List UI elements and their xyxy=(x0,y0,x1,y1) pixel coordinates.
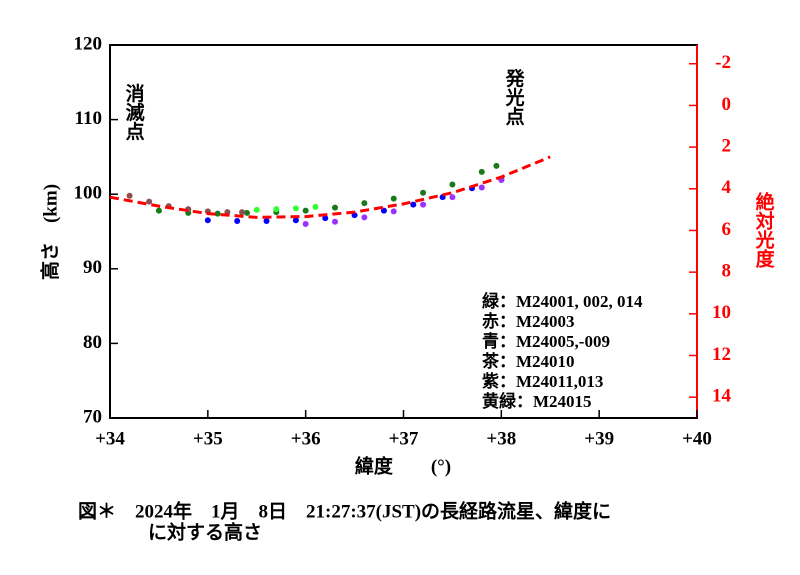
point xyxy=(146,198,153,205)
point xyxy=(420,201,427,208)
point xyxy=(390,195,397,202)
point xyxy=(361,200,368,207)
point xyxy=(302,207,309,214)
point xyxy=(239,209,246,216)
point xyxy=(292,205,299,212)
point xyxy=(263,218,270,225)
legend-entry: 青：M24005,-009 xyxy=(482,331,610,351)
y-axis-label: 高さ (km) xyxy=(38,184,61,280)
point xyxy=(253,206,260,213)
point xyxy=(302,221,309,228)
point xyxy=(214,210,221,217)
point xyxy=(410,201,417,208)
point xyxy=(449,194,456,201)
legend-entry: 黄緑：M24015 xyxy=(482,391,592,411)
point xyxy=(204,217,211,224)
y-tick-label: 120 xyxy=(74,33,103,54)
point xyxy=(312,203,319,210)
caption: 図＊ 2024年 1月 8日 21:27:37(JST)の長経路流星、緯度に xyxy=(78,499,611,522)
y-tick-label: 80 xyxy=(83,332,102,353)
y-tick-label: 100 xyxy=(74,183,103,204)
annotation: 発光点 xyxy=(503,67,526,126)
x-tick-label: +40 xyxy=(682,428,712,449)
x-tick-label: +38 xyxy=(486,428,516,449)
y2-tick-label: 12 xyxy=(712,344,731,365)
point xyxy=(493,162,500,169)
point xyxy=(361,214,368,221)
x-tick-label: +36 xyxy=(291,428,321,449)
point xyxy=(243,209,250,216)
x-tick-label: +39 xyxy=(584,428,614,449)
y2-tick-label: -2 xyxy=(715,52,731,73)
x-tick-label: +34 xyxy=(95,428,125,449)
point xyxy=(292,217,299,224)
point xyxy=(322,215,329,222)
point xyxy=(390,208,397,215)
point xyxy=(420,189,427,196)
plot-frame xyxy=(109,44,698,419)
y2-tick-label: 6 xyxy=(722,219,732,240)
y2-tick-label: 0 xyxy=(722,94,732,115)
legend-entry: 赤：M24003 xyxy=(482,311,575,331)
legend-entry: 茶：M24010 xyxy=(482,351,575,371)
x-axis-label: 緯度 (°) xyxy=(355,454,451,477)
dashed-line xyxy=(109,155,551,219)
y2-tick-label: 10 xyxy=(712,302,731,323)
legend-entry: 紫：M24011,013 xyxy=(482,371,603,391)
legend-entry: 緑：M24001, 002, 014 xyxy=(482,291,643,311)
y-tick-label: 70 xyxy=(83,406,102,427)
point xyxy=(380,207,387,214)
y2-tick-label: 2 xyxy=(722,135,732,156)
y2-tick-label: 4 xyxy=(722,177,732,198)
x-tick-label: +35 xyxy=(193,428,223,449)
y2-axis-label: 絶対光度 xyxy=(753,191,776,269)
annotation: 消滅点 xyxy=(123,82,145,141)
point xyxy=(478,168,485,175)
point xyxy=(478,184,485,191)
point xyxy=(126,192,133,199)
point xyxy=(273,206,280,213)
x-tick-label: +37 xyxy=(389,428,419,449)
caption: に対する高さ xyxy=(148,520,262,543)
point xyxy=(332,204,339,211)
point xyxy=(155,207,162,214)
point xyxy=(234,218,241,225)
point xyxy=(332,218,339,225)
y2-tick-label: 14 xyxy=(712,386,732,407)
y2-tick-label: 8 xyxy=(722,260,732,281)
y-tick-label: 90 xyxy=(83,257,102,278)
y-tick-label: 110 xyxy=(75,108,102,129)
point xyxy=(449,181,456,188)
